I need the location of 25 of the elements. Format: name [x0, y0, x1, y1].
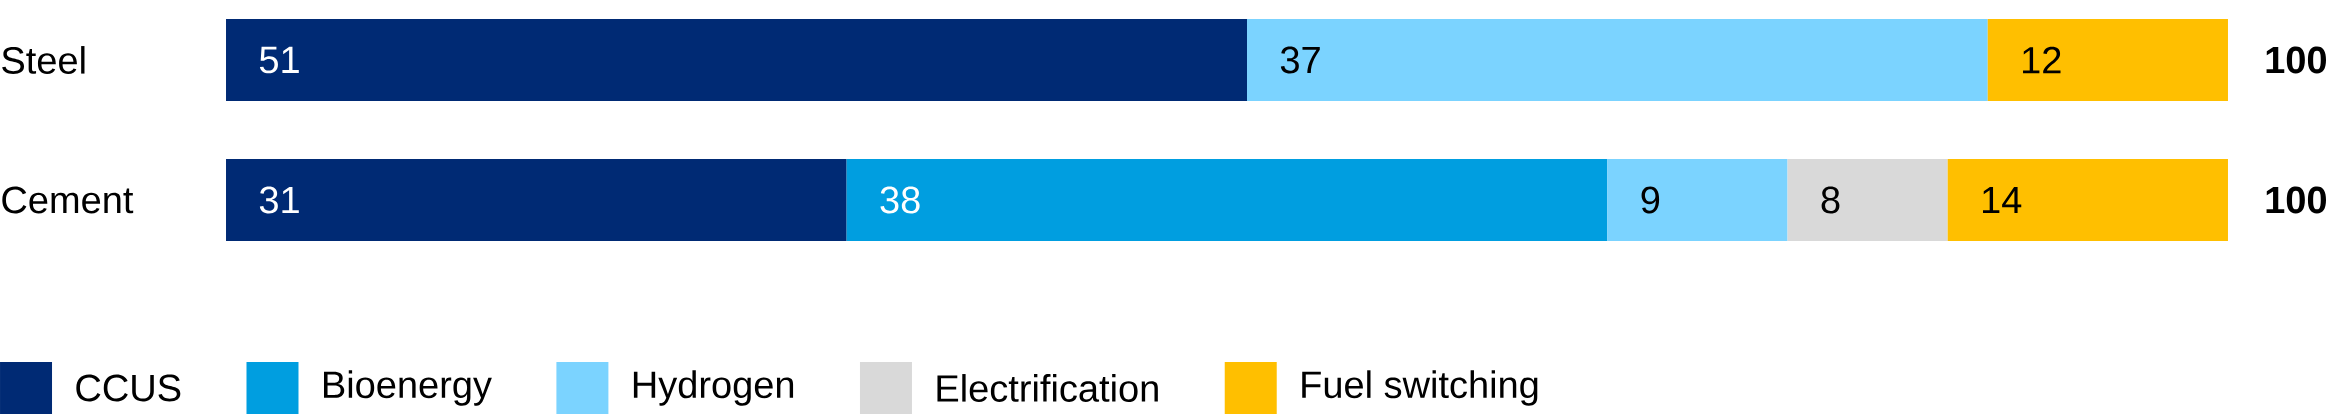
- legend-label: Bioenergy: [324, 370, 492, 406]
- data-label: 9: [1641, 186, 1660, 214]
- data-label: 31: [259, 186, 299, 214]
- bar: [1787, 158, 1948, 242]
- bar: [226, 18, 1248, 102]
- legend-label: Hydrogen: [633, 370, 794, 406]
- legend-label: Electrification: [937, 374, 1158, 402]
- total-label: 100: [2266, 46, 2327, 74]
- legend-label: CCUS: [76, 374, 181, 402]
- data-label: 12: [2023, 46, 2061, 74]
- y-tick-label: Cement: [2, 186, 134, 214]
- y-tick-label: Steel: [2, 46, 85, 74]
- bar: [1607, 158, 1788, 242]
- data-label: 51: [259, 46, 299, 74]
- data-label: 38: [880, 186, 920, 214]
- bar: [1247, 18, 1988, 102]
- data-label: 37: [1280, 46, 1320, 74]
- data-label: 14: [1982, 186, 2022, 214]
- bar: [226, 158, 847, 242]
- data-label: 8: [1821, 186, 1840, 214]
- bar: [1947, 158, 2228, 242]
- bar: [846, 158, 1608, 242]
- bar: [1987, 18, 2228, 102]
- total-label: 100: [2266, 186, 2327, 214]
- legend-label: Fuel switching: [1302, 370, 1538, 406]
